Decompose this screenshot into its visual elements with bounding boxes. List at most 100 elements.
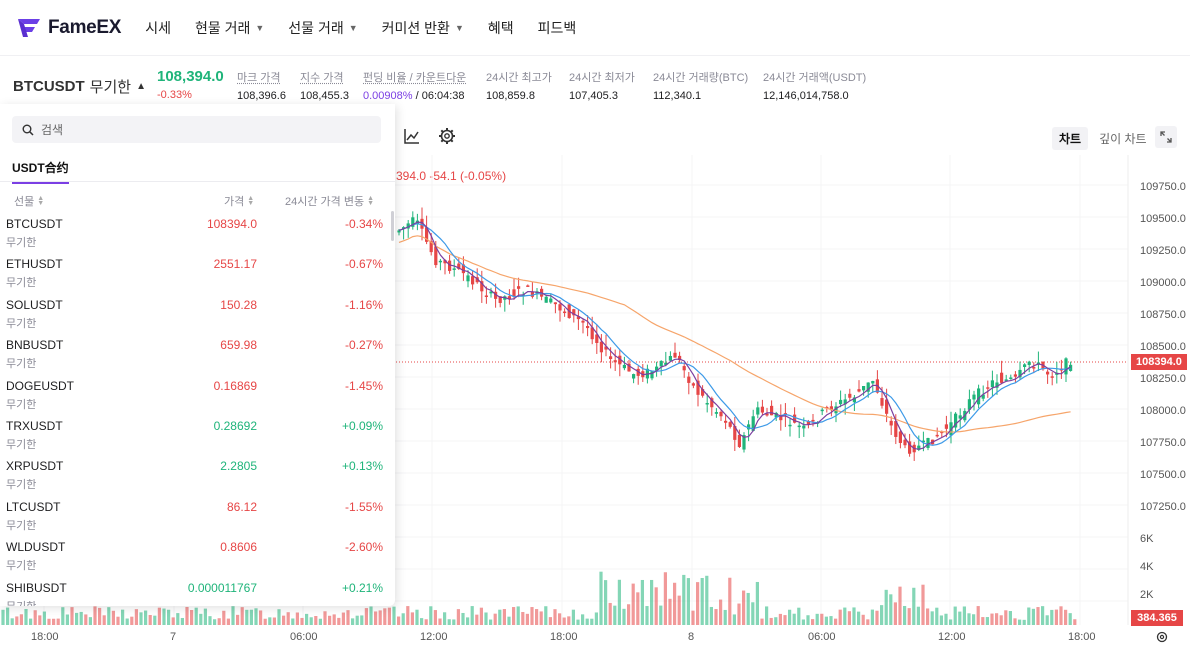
volume-bar: [52, 618, 56, 625]
price-axis-label: 109000.0: [1140, 277, 1186, 289]
symbol-type: 무기한: [6, 277, 37, 290]
symbol-row[interactable]: BTCUSDT 무기한 108394.0 -0.34%: [0, 217, 395, 257]
logo[interactable]: FameEX: [16, 17, 121, 39]
volume-bar: [452, 619, 456, 625]
header-symbol[interactable]: 선물 ▲ ▼: [14, 193, 44, 209]
volume-bar: [737, 603, 741, 625]
volume-bar: [1031, 608, 1035, 625]
candle-body: [829, 406, 833, 411]
symbol-name: LTCUSDT: [6, 499, 61, 514]
ticker-bar: BTCUSDT 무기한 ▲ 108,394.0 -0.33% 마크 가격 108,…: [0, 58, 1190, 104]
volume-bar: [585, 618, 589, 625]
tab-depth-chart[interactable]: 깊이 차트: [1099, 132, 1147, 146]
volume-bar: [406, 606, 410, 625]
fullscreen-button[interactable]: [1155, 126, 1177, 148]
volume-bar: [1027, 607, 1031, 625]
symbol-row[interactable]: BNBUSDT 무기한 659.98 -0.27%: [0, 338, 395, 378]
stat-label: 24시간 거래액(USDT): [763, 72, 867, 84]
symbol-row[interactable]: WLDUSDT 무기한 0.8606 -2.60%: [0, 540, 395, 580]
top-nav: FameEX 시세 현물 거래 ▼ 선물 거래 ▼ 커미션 반환 ▼ 혜택 피드백: [0, 0, 1190, 56]
candle-body: [484, 295, 488, 297]
volume-bar: [259, 610, 263, 625]
volume-bar: [811, 619, 815, 625]
candle-body: [659, 360, 663, 367]
header-change[interactable]: 24시간 가격 변동 ▲ ▼: [285, 193, 374, 209]
symbol-row[interactable]: SOLUSDT 무기한 150.28 -1.16%: [0, 298, 395, 338]
volume-bar: [1018, 619, 1022, 625]
candle-body: [664, 362, 668, 365]
tab-chart[interactable]: 차트: [1052, 127, 1089, 150]
volume-bar: [245, 609, 249, 625]
volume-bar: [134, 609, 138, 625]
search-box[interactable]: [12, 116, 381, 143]
nav-item-3[interactable]: 커미션 반환 ▼: [382, 18, 464, 38]
volume-bar: [383, 608, 387, 625]
symbol-name: XRPUSDT: [6, 459, 64, 474]
volume-bar: [410, 612, 414, 625]
volume-bar: [691, 610, 695, 625]
candle-body: [448, 260, 452, 271]
symbol-type: 무기한: [6, 317, 37, 330]
nav-item-5[interactable]: 피드백: [538, 18, 577, 38]
volume-bar: [144, 610, 148, 625]
volume-bar: [760, 618, 764, 625]
gear-icon[interactable]: [438, 127, 456, 145]
header-price[interactable]: 가격 ▲ ▼: [224, 193, 254, 209]
volume-bar: [6, 607, 10, 625]
volume-bar: [668, 598, 672, 625]
symbol-row[interactable]: DOGEUSDT 무기한 0.16869 -1.45%: [0, 379, 395, 419]
candle-body: [636, 368, 640, 376]
symbol-row[interactable]: LTCUSDT 무기한 86.12 -1.55%: [0, 500, 395, 540]
nav-item-4[interactable]: 혜택: [488, 18, 514, 38]
chart-settings-icon[interactable]: [1155, 630, 1169, 644]
candle-body: [797, 425, 801, 428]
volume-bar: [1008, 611, 1012, 625]
volume-bar: [268, 617, 272, 625]
ticker-stat-5: 24시간 거래량(BTC) 112,340.1: [653, 69, 748, 102]
volume-bar: [24, 608, 28, 625]
volume-bar: [61, 607, 65, 625]
volume-bar: [447, 619, 451, 625]
ticker-stat-0[interactable]: 마크 가격 108,396.6: [237, 69, 286, 102]
scrollbar[interactable]: [391, 211, 394, 241]
volume-bar: [176, 613, 180, 625]
indicator-icon[interactable]: [403, 127, 421, 145]
symbol-selector[interactable]: BTCUSDT 무기한 ▲: [13, 76, 146, 97]
volume-bar: [466, 617, 470, 625]
symbol-change: -1.45%: [344, 378, 383, 393]
volume-bar: [364, 608, 368, 625]
candle-body: [788, 424, 792, 427]
stat-value: 108,455.3: [300, 90, 349, 102]
search-input[interactable]: [41, 122, 341, 137]
symbol-row[interactable]: ETHUSDT 무기한 2551.17 -0.67%: [0, 257, 395, 297]
candle-body: [572, 309, 576, 316]
symbol-type: 무기한: [6, 358, 37, 371]
volume-bar: [576, 619, 580, 625]
nav-item-2[interactable]: 선물 거래 ▼: [288, 18, 357, 38]
tab-usdt-futures[interactable]: USDT合约: [12, 159, 69, 184]
volume-bar: [433, 610, 437, 625]
time-axis-label: 06:00: [808, 631, 836, 643]
nav-item-1[interactable]: 현물 거래 ▼: [195, 18, 264, 38]
symbol-type: 무기한: [6, 398, 37, 411]
candle-body: [590, 327, 594, 340]
candle-body: [604, 346, 608, 350]
symbol-mode: 무기한: [89, 79, 132, 96]
volume-bar: [742, 590, 746, 625]
ticker-stat-1[interactable]: 지수 가격 108,455.3: [300, 69, 349, 102]
candle-body: [940, 431, 944, 434]
volume-bar: [893, 602, 897, 625]
volume-bar: [254, 608, 258, 625]
symbol-row[interactable]: XRPUSDT 무기한 2.2805 +0.13%: [0, 459, 395, 499]
volume-bar: [944, 613, 948, 625]
ticker-stat-2[interactable]: 펀딩 비율 / 카운트다운 0.00908% / 06:04:38: [363, 69, 466, 102]
candle-body: [760, 406, 764, 413]
volume-bar: [443, 612, 447, 625]
nav-item-0[interactable]: 시세: [145, 18, 171, 38]
volume-bar: [162, 608, 166, 625]
volume-bar: [420, 618, 424, 625]
symbol-price: 2.2805: [220, 459, 257, 474]
volume-bar: [300, 617, 304, 625]
symbol-row[interactable]: SHIBUSDT 무기한 0.000011767 +0.21%: [0, 581, 395, 606]
symbol-row[interactable]: TRXUSDT 무기한 0.28692 +0.09%: [0, 419, 395, 459]
